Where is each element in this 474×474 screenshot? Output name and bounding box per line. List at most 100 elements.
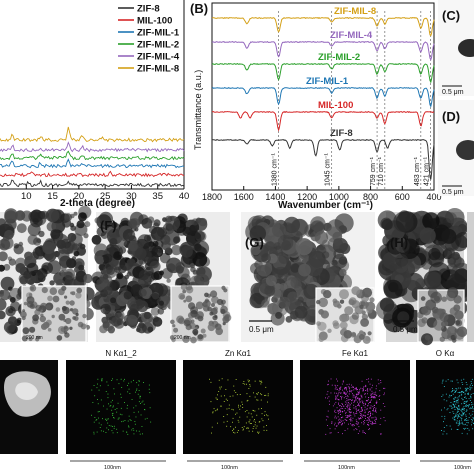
eds-dot: [253, 426, 255, 427]
eds-dot: [463, 402, 465, 404]
eds-dot: [456, 406, 457, 408]
panel-h-aggregates: [376, 208, 474, 334]
eds-dot: [347, 416, 349, 418]
eds-dot: [363, 421, 364, 423]
eds-dot: [343, 392, 345, 394]
tem-particle: [421, 305, 432, 316]
eds-dot: [127, 420, 129, 422]
tem-particle: [56, 239, 66, 249]
eds-dot: [366, 400, 368, 401]
tem-particle: [152, 315, 159, 323]
eds-dot: [346, 415, 348, 417]
eds-dot: [460, 391, 462, 392]
eds-dot: [337, 394, 339, 396]
panel-c-scale-label: 0.5 μm: [442, 89, 464, 96]
eds-dot: [347, 404, 349, 406]
eds-dot: [371, 424, 373, 425]
eds-dot: [116, 379, 118, 381]
eds-dot: [336, 407, 338, 409]
eds-dot: [260, 380, 262, 382]
eds-dot: [447, 379, 449, 381]
eds-dot: [328, 380, 329, 382]
eds-dot: [128, 388, 130, 390]
eds-dot: [339, 389, 341, 390]
eds-dot: [372, 417, 374, 419]
tem-particle: [122, 229, 136, 242]
eds-dot: [361, 422, 363, 424]
tem-particle: [104, 279, 109, 284]
tem-particle: [49, 280, 55, 286]
eds-dot: [139, 433, 141, 435]
eds-dot: [368, 416, 370, 418]
xrd-trace-zif-8: [0, 179, 185, 188]
eds-dot: [461, 403, 463, 405]
eds-dot: [99, 385, 101, 387]
eds-dot: [267, 415, 269, 417]
eds-dot: [463, 391, 465, 393]
legend-label-zif-mil-1: ZIF-MIL-1: [137, 28, 180, 39]
eds-dot: [464, 387, 466, 389]
eds-dot: [334, 384, 336, 386]
eds-dot: [340, 420, 342, 422]
tem-particle: [277, 234, 294, 251]
eds-dot: [128, 426, 130, 428]
eds-dot: [362, 389, 364, 391]
tem-particle: [298, 263, 311, 277]
tem-particle: [183, 319, 191, 327]
eds-dot: [356, 389, 358, 391]
legend-label-mil-100: MIL-100: [137, 16, 172, 27]
eds-dot: [357, 410, 359, 411]
eds-dot: [330, 392, 332, 394]
eds-dot: [441, 382, 443, 384]
eds-dot: [464, 397, 465, 398]
tem-particle: [69, 326, 73, 330]
eds-dot: [253, 392, 254, 394]
eds-dot: [218, 379, 220, 381]
eds-title-fe-k-1: Fe Kα1: [342, 349, 369, 358]
eds-dot: [372, 413, 374, 415]
eds-dot: [98, 411, 100, 412]
eds-dot: [335, 401, 337, 403]
eds-dot: [258, 421, 260, 423]
eds-dot: [461, 418, 463, 419]
eds-dot: [369, 389, 371, 391]
eds-dot: [337, 416, 339, 418]
eds-dot: [341, 410, 343, 412]
eds-dot: [248, 430, 250, 432]
tem-particle: [339, 321, 348, 330]
eds-dot: [349, 386, 351, 388]
eds-dot: [94, 395, 96, 397]
tem-particle: [120, 217, 130, 227]
tem-particle: [28, 211, 40, 222]
tem-particle: [196, 266, 206, 277]
tem-particle: [204, 298, 209, 303]
eds-dot: [352, 396, 354, 398]
eds-dot: [443, 421, 444, 423]
eds-dot: [113, 388, 115, 390]
tem-particle: [61, 265, 67, 272]
eds-dot: [138, 384, 140, 386]
eds-dot: [122, 430, 124, 432]
eds-dot: [341, 403, 343, 404]
reference-label-759: 759 cm⁻¹: [370, 156, 377, 186]
xrd-trace-zif-mil-2: [0, 150, 185, 161]
eds-dot: [337, 399, 339, 401]
eds-dot: [348, 402, 349, 403]
tem-particle: [64, 295, 68, 299]
eds-dot: [374, 416, 376, 418]
tem-particle: [192, 328, 199, 335]
eds-dot: [113, 427, 115, 429]
eds-dot: [226, 420, 228, 422]
eds-dot: [329, 403, 330, 405]
eds-dot: [367, 399, 369, 401]
eds-dot: [369, 416, 371, 418]
eds-dot: [361, 397, 363, 399]
eds-dot: [266, 425, 267, 426]
eds-dot: [374, 397, 376, 399]
reference-label-1045: 1045 cm⁻¹: [325, 152, 332, 186]
eds-dot: [362, 409, 363, 411]
eds-dot: [350, 415, 352, 417]
eds-dot: [361, 410, 363, 412]
eds-dot: [465, 423, 466, 425]
eds-dot: [342, 433, 343, 435]
